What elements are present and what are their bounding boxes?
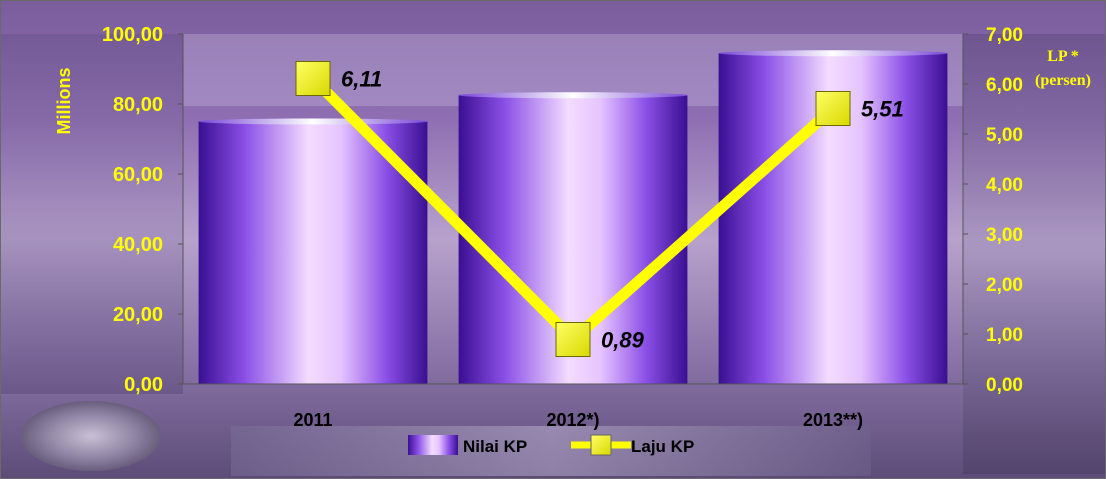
y-axis-right-title-line1: LP * (1047, 48, 1079, 65)
data-labels-layer: 6,11 0,89 5,51 (341, 67, 904, 353)
line-marker-1 (555, 322, 591, 357)
y-left-tick-label-0: 0,00 (124, 374, 163, 396)
data-label-1: 0,89 (601, 328, 645, 353)
x-axis-ticks: 2011 2012*) 2013**) (293, 410, 863, 430)
y-left-tick-label-4: 80,00 (113, 94, 163, 116)
y-left-tick-label-5: 100,00 (102, 24, 163, 46)
bar-top-2 (718, 50, 948, 57)
y-right-tick-label-3: 3,00 (986, 225, 1023, 246)
bar-top-0 (198, 118, 428, 125)
legend-label-laju-kp: Laju KP (631, 437, 694, 456)
data-label-2: 5,51 (861, 97, 904, 122)
bar-0 (198, 121, 428, 384)
y-axis-right-title-line2: (persen) (1035, 72, 1091, 89)
bar-top-1 (458, 92, 688, 99)
line-layer (295, 61, 851, 357)
y-right-tick-label-2: 2,00 (986, 275, 1023, 296)
y-left-tick-label-2: 40,00 (113, 234, 163, 256)
axes-layer (182, 34, 964, 385)
y-right-tick-label-0: 0,00 (986, 375, 1023, 396)
y-axis-left-ticks: 0,00 20,00 40,00 60,00 80,00 100,00 (102, 24, 183, 396)
line-marker-0 (295, 61, 331, 96)
line-marker-2 (815, 91, 851, 126)
legend-swatch-marker-laju-kp (590, 434, 612, 456)
y-right-tick-label-6: 6,00 (986, 75, 1023, 96)
data-label-0: 6,11 (341, 67, 382, 92)
x-tick-label-1: 2012*) (546, 410, 599, 430)
y-axis-left-title: Millions (54, 68, 74, 135)
x-tick-label-0: 2011 (293, 410, 332, 430)
legend: Nilai KP Laju KP (408, 434, 694, 456)
y-right-tick-label-1: 1,00 (986, 325, 1023, 346)
y-right-tick-label-4: 4,00 (986, 175, 1023, 196)
y-left-tick-label-1: 20,00 (113, 304, 163, 326)
x-tick-label-2: 2013**) (803, 410, 863, 430)
legend-label-nilai-kp: Nilai KP (463, 437, 527, 456)
y-axis-right-ticks: 0,00 1,00 2,00 3,00 4,00 5,00 6,00 7,00 (963, 25, 1023, 396)
legend-swatch-nilai-kp (408, 435, 458, 455)
y-right-tick-label-5: 5,00 (986, 125, 1023, 146)
y-right-tick-label-7: 7,00 (986, 25, 1023, 46)
y-left-tick-label-3: 60,00 (113, 164, 163, 186)
